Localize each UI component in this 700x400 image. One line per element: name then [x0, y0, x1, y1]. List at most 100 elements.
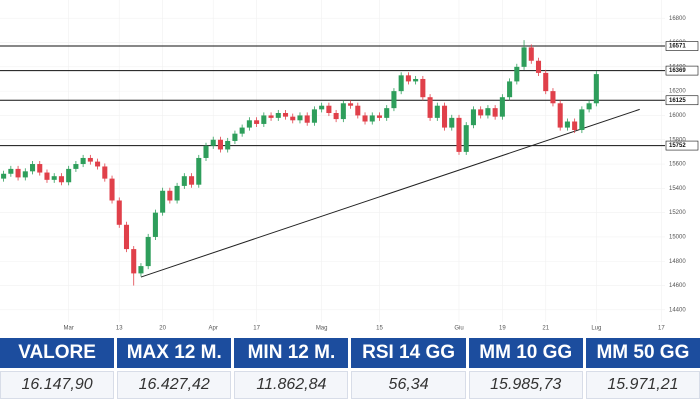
candle-body [304, 115, 310, 123]
candle-body [225, 140, 231, 150]
candle-body [239, 127, 245, 134]
candle-body [449, 117, 455, 128]
level-label-box [665, 65, 699, 76]
level-label: 16369 [669, 68, 686, 74]
candle-body [528, 47, 534, 61]
y-tick-label: 16000 [669, 113, 686, 119]
candle-body [22, 171, 28, 178]
candle-body [102, 166, 108, 179]
candle-body [535, 60, 542, 73]
candle-body [340, 103, 346, 120]
candle-body [51, 176, 57, 180]
candle-body [391, 91, 397, 109]
candle-body [420, 78, 426, 98]
candle-body [80, 157, 86, 165]
candle-body [297, 115, 303, 121]
table-value: 15.985,73 [468, 371, 583, 399]
x-tick-label: 17 [658, 326, 665, 332]
x-tick-label: Apr [209, 326, 218, 332]
x-tick-label: 20 [159, 326, 166, 332]
y-tick-label: 15000 [669, 235, 686, 241]
level-label: 16571 [669, 44, 686, 50]
table-header: MIN 12 M. [234, 338, 349, 368]
candle-body [275, 113, 281, 118]
level-label: 15752 [669, 143, 686, 149]
candle-body [572, 121, 578, 131]
candle-body [463, 125, 469, 152]
y-tick-label: 16800 [669, 16, 686, 22]
candle-body [116, 200, 122, 225]
y-tick-label: 14400 [669, 307, 686, 313]
candle-body [123, 224, 130, 250]
table-value: 16.427,42 [117, 371, 232, 399]
table-value: 16.147,90 [0, 371, 115, 399]
candle-body [1, 173, 7, 179]
candle-body [254, 120, 260, 124]
trendline [140, 108, 640, 278]
candle-body [521, 47, 527, 67]
candle-body [246, 120, 252, 128]
candle-body [550, 91, 556, 104]
x-tick-label: Mag [316, 326, 328, 332]
candle-body [333, 113, 339, 120]
candle-body [210, 139, 216, 146]
candle-body [434, 105, 440, 118]
candle-body [557, 103, 563, 128]
candle-body [290, 116, 296, 121]
candle-body [348, 103, 354, 106]
candle-body [145, 236, 151, 267]
candle-body [37, 164, 43, 173]
candle-body [514, 66, 520, 82]
candle-body [499, 97, 505, 117]
candle-body [73, 164, 79, 169]
candle-body [543, 72, 549, 92]
candle-body [384, 108, 390, 118]
stats-table: VALORE MAX 12 M. MIN 12 M. RSI 14 GG MM 10 G… [0, 338, 700, 400]
candle-body [232, 133, 238, 141]
candle-body [413, 78, 419, 82]
x-tick-label: 17 [253, 326, 260, 332]
candle-body [95, 161, 101, 167]
candle-body [405, 75, 411, 82]
y-tick-label: 15600 [669, 162, 686, 168]
table-header: MAX 12 M. [117, 338, 232, 368]
candle-body [8, 168, 14, 174]
candle-body [369, 115, 375, 122]
candle-body [319, 105, 325, 110]
candle-body [427, 97, 433, 118]
x-tick-label: 13 [116, 326, 123, 332]
candle-body [203, 145, 209, 158]
candle-body [470, 109, 476, 126]
x-tick-label: Mar [63, 326, 73, 332]
candle-body [564, 121, 570, 128]
candle-body [282, 113, 289, 117]
candle-body [376, 115, 383, 118]
table-value: 56,34 [351, 371, 466, 399]
y-tick-label: 15400 [669, 186, 686, 192]
table-value: 11.862,84 [234, 371, 349, 399]
candle-body [478, 109, 484, 116]
y-tick-label: 14800 [669, 259, 686, 265]
candle-body [131, 249, 137, 274]
candle-body [579, 109, 585, 131]
level-label-box [665, 140, 699, 151]
candle-body [217, 139, 223, 150]
y-tick-label: 14600 [669, 283, 686, 289]
candle-body [152, 212, 158, 237]
candle-body [456, 117, 462, 152]
candle-body [326, 105, 332, 114]
candle-body [181, 176, 187, 186]
candle-body [268, 115, 274, 118]
candle-body [398, 75, 404, 92]
x-tick-label: 15 [376, 326, 383, 332]
candle-body [160, 190, 166, 213]
candle-body [261, 115, 267, 124]
candle-body [29, 164, 36, 172]
candle-body [138, 266, 144, 274]
candle-body [15, 168, 21, 178]
candle-body [485, 108, 491, 116]
y-tick-label: 15200 [669, 210, 686, 216]
candle-body [492, 108, 498, 117]
level-label-box [665, 41, 699, 51]
